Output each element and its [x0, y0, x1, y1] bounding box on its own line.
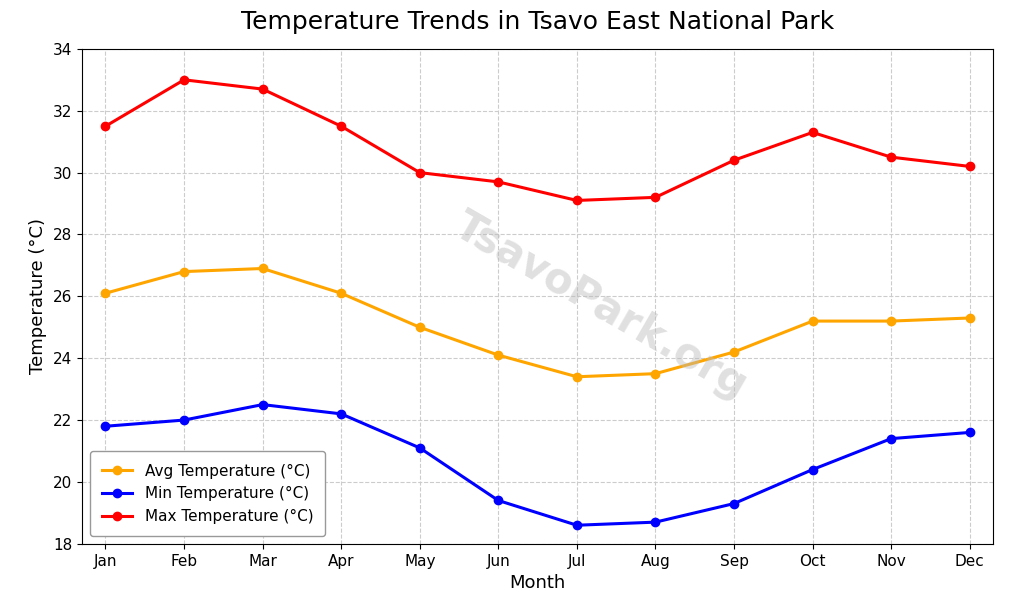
Min Temperature (°C)	[99, 423, 112, 430]
Max Temperature (°C)	[728, 156, 740, 164]
Min Temperature (°C)	[178, 417, 190, 424]
Min Temperature (°C)	[807, 466, 819, 474]
Line: Avg Temperature (°C): Avg Temperature (°C)	[101, 265, 974, 381]
Avg Temperature (°C)	[964, 314, 976, 321]
Min Temperature (°C)	[570, 522, 583, 529]
Max Temperature (°C)	[570, 197, 583, 204]
Avg Temperature (°C)	[256, 265, 268, 272]
Line: Min Temperature (°C): Min Temperature (°C)	[101, 400, 974, 529]
Max Temperature (°C)	[649, 194, 662, 201]
Text: TsavoPark.org: TsavoPark.org	[447, 205, 756, 408]
Min Temperature (°C)	[335, 410, 347, 417]
Avg Temperature (°C)	[807, 318, 819, 325]
Min Temperature (°C)	[964, 429, 976, 436]
Y-axis label: Temperature (°C): Temperature (°C)	[30, 218, 47, 375]
Max Temperature (°C)	[414, 169, 426, 176]
Max Temperature (°C)	[99, 123, 112, 130]
Max Temperature (°C)	[178, 76, 190, 84]
Avg Temperature (°C)	[178, 268, 190, 275]
Max Temperature (°C)	[335, 123, 347, 130]
Min Temperature (°C)	[493, 497, 505, 504]
Avg Temperature (°C)	[649, 370, 662, 378]
Avg Temperature (°C)	[728, 348, 740, 356]
Max Temperature (°C)	[885, 153, 897, 161]
Max Temperature (°C)	[964, 163, 976, 170]
Avg Temperature (°C)	[885, 318, 897, 325]
Line: Max Temperature (°C): Max Temperature (°C)	[101, 76, 974, 205]
Min Temperature (°C)	[885, 435, 897, 442]
Avg Temperature (°C)	[335, 290, 347, 297]
Min Temperature (°C)	[256, 401, 268, 408]
Avg Temperature (°C)	[414, 324, 426, 331]
Title: Temperature Trends in Tsavo East National Park: Temperature Trends in Tsavo East Nationa…	[241, 10, 835, 34]
Avg Temperature (°C)	[570, 373, 583, 381]
Min Temperature (°C)	[649, 519, 662, 526]
Max Temperature (°C)	[807, 129, 819, 136]
Max Temperature (°C)	[493, 178, 505, 186]
Max Temperature (°C)	[256, 86, 268, 93]
X-axis label: Month: Month	[510, 574, 565, 592]
Legend: Avg Temperature (°C), Min Temperature (°C), Max Temperature (°C): Avg Temperature (°C), Min Temperature (°…	[89, 452, 326, 536]
Avg Temperature (°C)	[493, 351, 505, 359]
Min Temperature (°C)	[414, 444, 426, 452]
Avg Temperature (°C)	[99, 290, 112, 297]
Min Temperature (°C)	[728, 500, 740, 507]
